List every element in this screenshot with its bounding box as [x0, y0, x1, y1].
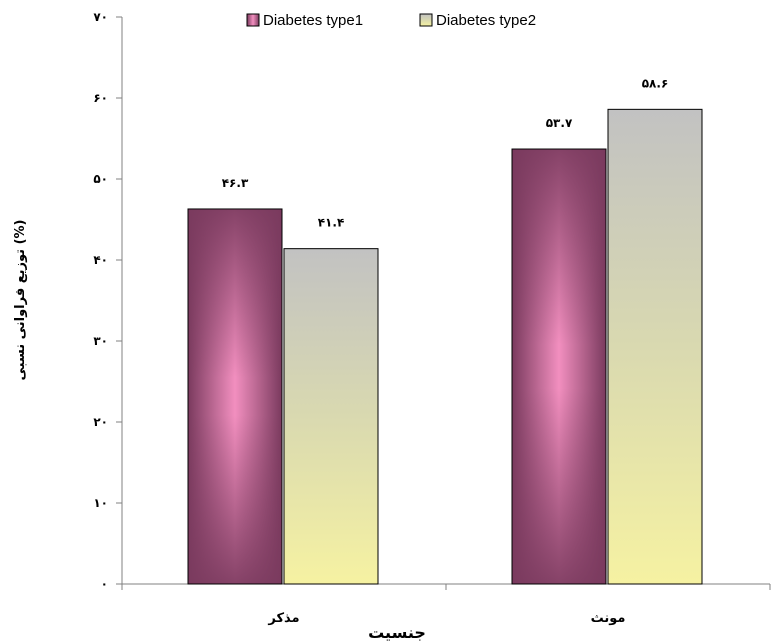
- y-tick-label: ۷۰: [93, 10, 108, 24]
- y-tick-label: ۰: [101, 577, 108, 591]
- data-label: ۵۳.۷: [546, 116, 573, 130]
- bar-type2: [283, 248, 379, 585]
- bar-type2: [607, 108, 703, 585]
- y-tick-label: ۶۰: [93, 91, 108, 105]
- category-label: مونث: [591, 611, 626, 626]
- legend-swatch-type2: [419, 13, 433, 27]
- bar-shading: [512, 149, 606, 584]
- bars: [187, 108, 703, 585]
- data-labels: ۴۶.۳ ۴۱.۴ ۵۳.۷ ۵۸.۶: [222, 76, 669, 229]
- legend-label-type1: Diabetes type1: [263, 12, 363, 29]
- y-tick-label: ۴۰: [93, 253, 108, 267]
- y-tick-label: ۳۰: [93, 334, 108, 348]
- y-tick-label: ۵۰: [93, 172, 108, 186]
- legend: Diabetes type1 Diabetes type2: [246, 12, 536, 29]
- legend-label-type2: Diabetes type2: [436, 12, 536, 29]
- y-tick-label: ۲۰: [93, 415, 108, 429]
- y-tick-label: ۱۰: [93, 496, 108, 510]
- data-label: ۴۱.۴: [318, 216, 345, 230]
- category-label: مذکر: [267, 611, 299, 626]
- data-label: ۴۶.۳: [222, 176, 249, 190]
- bar-shading: [188, 209, 282, 584]
- legend-swatch-type1: [246, 13, 260, 27]
- data-label: ۵۸.۶: [642, 76, 669, 90]
- category-labels: مذکر مونث: [267, 611, 625, 626]
- y-ticks: ۰ ۱۰ ۲۰ ۳۰ ۴۰ ۵۰ ۶۰ ۷۰: [93, 10, 122, 591]
- y-axis-title: توزیع فراوانی نسبی (%): [13, 220, 28, 381]
- x-axis-title: جنسیت: [368, 623, 426, 642]
